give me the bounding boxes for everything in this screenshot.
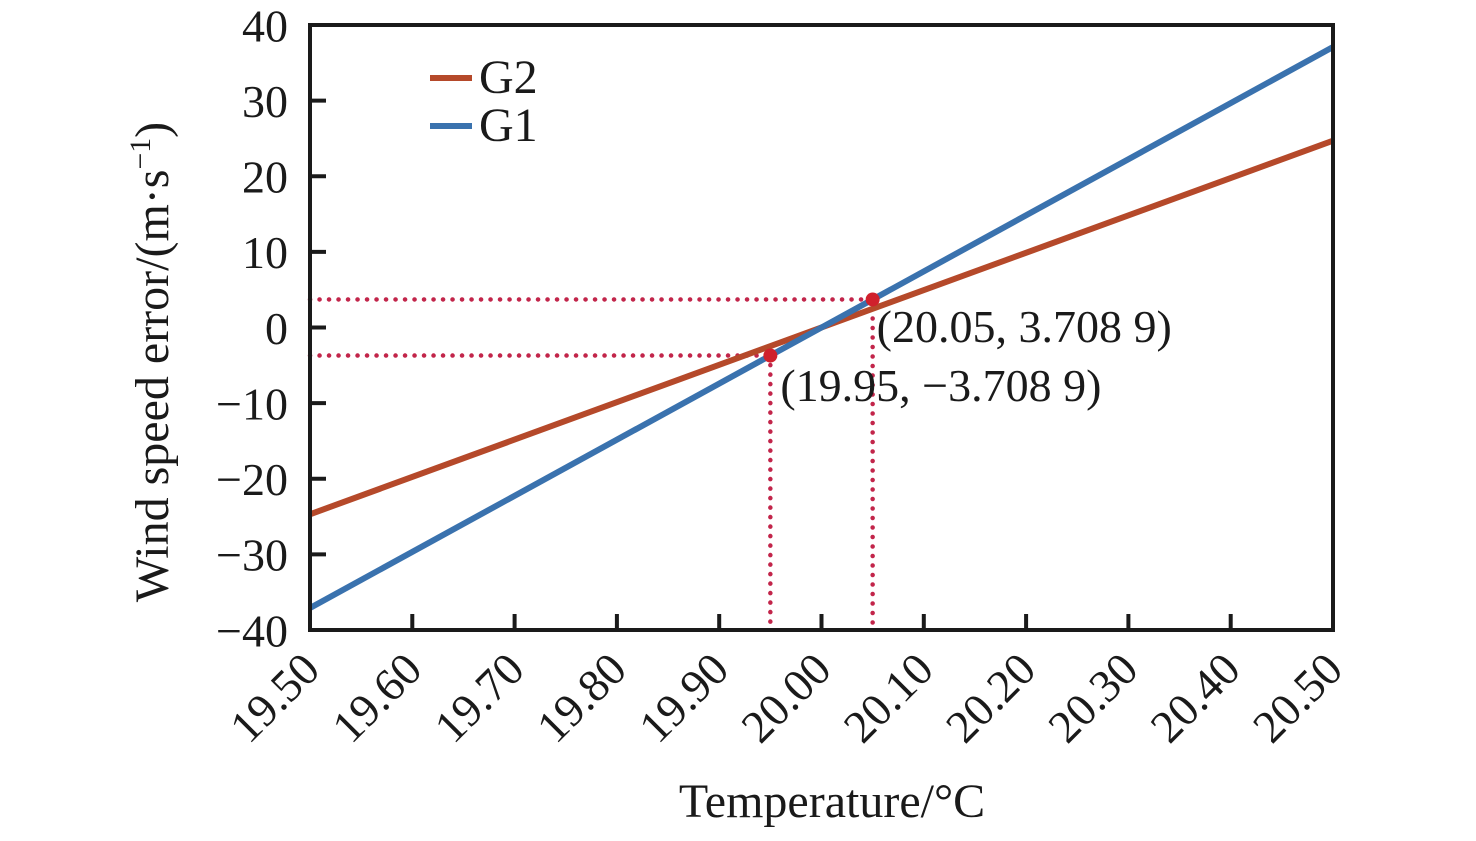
legend-item-g1: G1	[430, 102, 538, 150]
annotation-marker-0	[865, 292, 880, 307]
y-tick-label-5: −10	[216, 378, 288, 429]
y-tick-label-7: −30	[216, 530, 288, 581]
annotation-marker-1	[763, 348, 778, 363]
plot-border	[308, 23, 1335, 632]
y-tick-label-4: 0	[265, 303, 288, 354]
y-tick-label-0: 40	[242, 0, 288, 51]
annotation-guide-lines-1	[307, 353, 773, 633]
x-tick-label-5: 20.00	[731, 643, 840, 752]
x-tick-label-3: 19.80	[527, 643, 636, 752]
series-line-g1	[308, 44, 1335, 611]
legend-label-g2: G2	[479, 51, 538, 104]
annotation-label-lower: (19.95, −3.708 9)	[780, 359, 1102, 411]
x-tick-label-2: 19.70	[424, 643, 533, 752]
y-axis-title-suffix: )	[126, 121, 179, 138]
x-tick-label-9: 20.40	[1141, 643, 1250, 752]
legend-swatch-g2	[430, 75, 472, 81]
y-tick-label-8: −40	[216, 605, 288, 656]
y-axis-title-superscript: −1	[123, 137, 157, 170]
annotation-guide-lines-0	[307, 297, 875, 633]
y-tick-label-2: 20	[242, 152, 288, 203]
y-axis-title: Wind speed error/(m·s−1)	[123, 121, 179, 603]
y-tick-label-3: 10	[242, 227, 288, 278]
y-tick-label-6: −20	[216, 454, 288, 505]
y-axis-title-text: Wind speed error/(m·s	[126, 169, 179, 603]
x-tick-label-6: 20.10	[834, 643, 943, 752]
legend-swatch-g1	[430, 123, 472, 129]
legend-item-g2: G2	[430, 54, 538, 102]
x-tick-label-1: 19.60	[322, 643, 431, 752]
x-tick-label-10: 20.50	[1243, 643, 1352, 752]
annotation-label-upper: (20.05, 3.708 9)	[876, 301, 1172, 353]
x-tick-label-4: 19.90	[629, 643, 738, 752]
legend: G2 G1	[430, 54, 538, 150]
x-axis-title: Temperature/°C	[678, 775, 986, 828]
x-tick-label-0: 19.50	[220, 643, 329, 752]
x-tick-label-8: 20.30	[1038, 643, 1147, 752]
x-tick-label-7: 20.20	[936, 643, 1045, 752]
y-tick-label-1: 30	[242, 76, 288, 127]
legend-label-g1: G1	[479, 99, 538, 152]
